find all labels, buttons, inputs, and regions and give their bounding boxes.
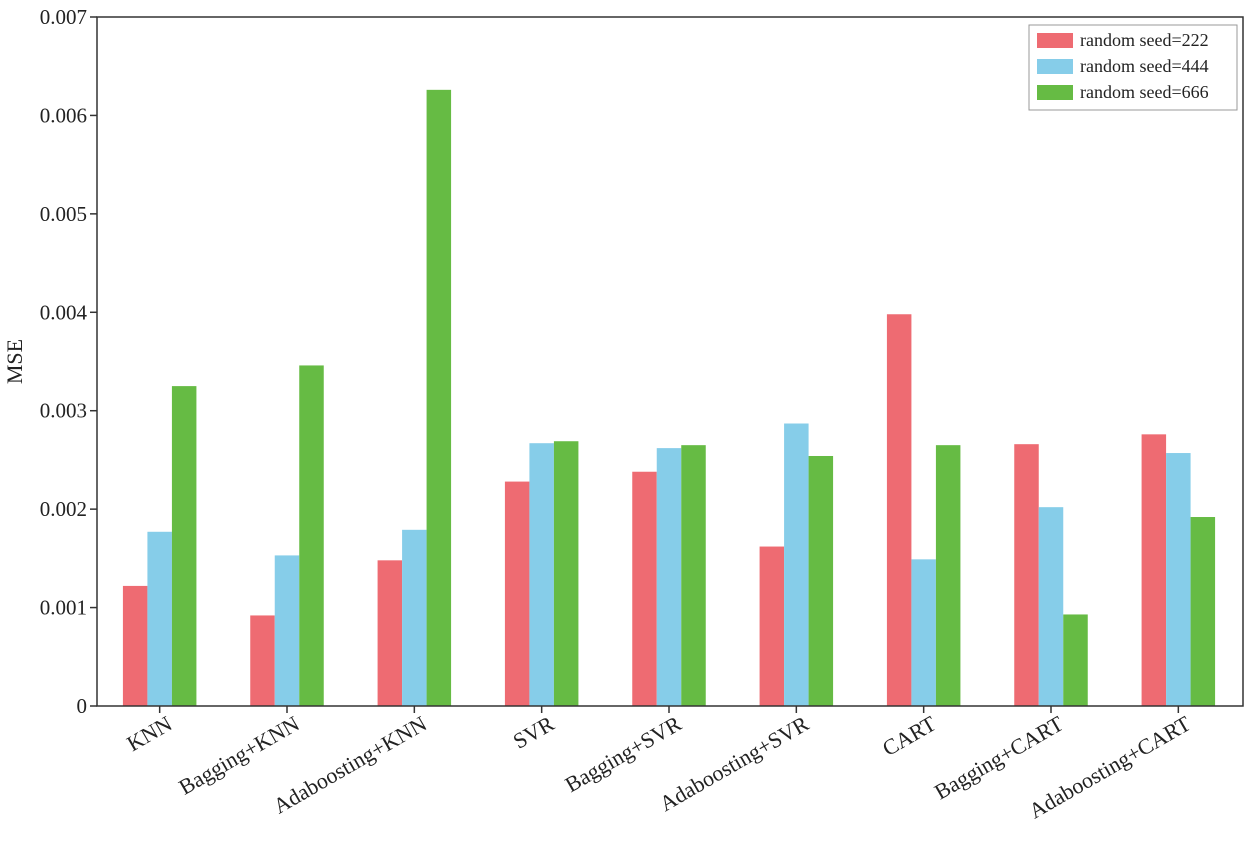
bars-layer	[122, 89, 1216, 706]
y-tick-label: 0.001	[40, 596, 87, 620]
bar-bagging-knn-seed-2	[299, 365, 324, 706]
x-category-label: Bagging+SVR	[561, 711, 686, 798]
bar-bagging-cart-seed-0	[1014, 444, 1039, 706]
bar-adaboosting-cart-seed-1	[1166, 453, 1191, 706]
bar-adaboosting-knn-seed-1	[402, 529, 427, 706]
bar-adaboosting-svr-seed-0	[759, 546, 785, 706]
y-tick-label: 0.004	[40, 300, 88, 324]
bar-bagging-knn-seed-1	[274, 555, 300, 706]
y-tick-label: 0.003	[40, 399, 87, 423]
legend-swatch	[1037, 59, 1073, 74]
bar-bagging-knn-seed-0	[250, 615, 275, 706]
legend-swatch	[1037, 85, 1073, 100]
legend-swatch	[1037, 33, 1073, 48]
x-category-label: Bagging+KNN	[174, 711, 303, 800]
y-tick-label: 0.005	[40, 202, 87, 226]
y-axis-title: MSE	[2, 339, 27, 384]
bar-knn-seed-0	[122, 585, 148, 706]
bar-adaboosting-svr-seed-2	[808, 455, 834, 706]
axes-layer	[96, 16, 1244, 707]
bar-adaboosting-svr-seed-1	[784, 423, 809, 706]
bar-knn-seed-2	[171, 386, 197, 706]
bar-cart-seed-0	[886, 314, 912, 706]
bar-knn-seed-1	[147, 531, 172, 706]
y-axis-ticks: 0 0.001 0.002 0.003 0.004 0.005 0.006 0.007	[40, 5, 97, 718]
bar-cart-seed-2	[935, 445, 961, 706]
bar-bagging-cart-seed-1	[1038, 507, 1064, 706]
legend-label: random seed=444	[1080, 56, 1209, 76]
bar-adaboosting-knn-seed-0	[377, 560, 403, 706]
bar-adaboosting-cart-seed-0	[1141, 434, 1167, 706]
x-category-label: KNN	[122, 711, 176, 757]
y-tick-label: 0.007	[40, 5, 87, 29]
bar-svr-seed-2	[553, 441, 579, 706]
bar-bagging-svr-seed-0	[632, 471, 657, 706]
plot-frame	[96, 16, 1244, 707]
legend: random seed=222 random seed=444 random see…	[1028, 24, 1238, 111]
legend-label: random seed=666	[1080, 82, 1209, 102]
x-category-label: SVR	[509, 711, 559, 754]
bar-svr-seed-1	[529, 443, 554, 706]
bar-svr-seed-0	[504, 481, 530, 706]
bar-cart-seed-1	[911, 559, 936, 706]
x-category-label: CART	[878, 710, 941, 761]
bar-bagging-cart-seed-2	[1063, 614, 1088, 706]
legend-label: random seed=222	[1080, 30, 1209, 50]
bar-adaboosting-cart-seed-2	[1190, 517, 1216, 706]
y-tick-label: 0.006	[40, 103, 87, 127]
bar-bagging-svr-seed-2	[681, 445, 706, 706]
y-tick-label: 0	[77, 694, 88, 718]
bar-bagging-svr-seed-1	[656, 448, 682, 706]
y-tick-label: 0.002	[40, 497, 87, 521]
bar-adaboosting-knn-seed-2	[426, 89, 452, 706]
